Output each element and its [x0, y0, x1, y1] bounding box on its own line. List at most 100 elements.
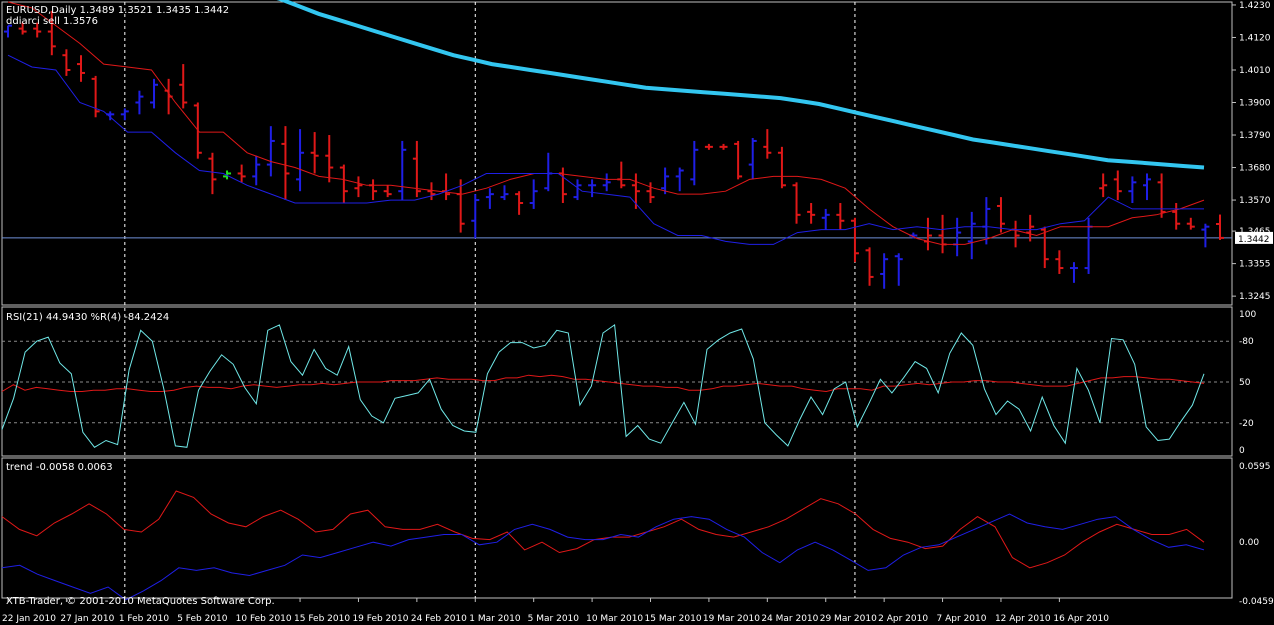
- ohlc-bar[interactable]: [120, 108, 129, 121]
- date-tick-label: 12 Apr 2010: [995, 614, 1051, 624]
- channel-lower-line: [7, 54, 1204, 245]
- ohlc-bar[interactable]: [690, 140, 699, 186]
- price-tick-label: 1.3900: [1239, 99, 1271, 109]
- ohlc-bar[interactable]: [646, 182, 655, 204]
- ohlc-bar[interactable]: [427, 182, 436, 201]
- ohlc-bar[interactable]: [675, 167, 684, 192]
- date-tick-label: 15 Mar 2010: [645, 614, 702, 624]
- ohlc-bar[interactable]: [734, 140, 743, 180]
- ohlc-bar[interactable]: [47, 10, 56, 56]
- ohlc-bar[interactable]: [1172, 203, 1181, 230]
- ohlc-bar[interactable]: [1157, 173, 1166, 218]
- ohlc-bar[interactable]: [4, 24, 12, 38]
- ohlc-bar[interactable]: [865, 247, 874, 286]
- price-tick-label: 1.4230: [1239, 1, 1271, 11]
- ohlc-bar[interactable]: [719, 143, 728, 150]
- williams-r-line: [1, 324, 1205, 448]
- ohlc-bar[interactable]: [880, 253, 889, 289]
- current-price-label: 1.3442: [1238, 235, 1270, 245]
- ohlc-bar[interactable]: [836, 203, 845, 230]
- ohlc-bar[interactable]: [763, 129, 772, 159]
- ohlc-bar[interactable]: [792, 182, 801, 224]
- ohlc-bar[interactable]: [135, 90, 144, 115]
- grid-layer: [1, 1, 1233, 599]
- ohlc-bar[interactable]: [1142, 173, 1151, 201]
- ohlc-bar[interactable]: [1201, 223, 1210, 248]
- ohlc-bar[interactable]: [33, 22, 42, 38]
- ohlc-bar[interactable]: [529, 179, 538, 209]
- ohlc-bar[interactable]: [1069, 262, 1078, 283]
- date-tick-label: 7 Apr 2010: [937, 614, 987, 624]
- ohlc-bar[interactable]: [412, 140, 421, 198]
- ohlc-bar[interactable]: [62, 49, 71, 76]
- ohlc-bar[interactable]: [515, 191, 524, 215]
- rsi-panel[interactable]: [1, 324, 1205, 448]
- date-tick-label: 10 Mar 2010: [586, 614, 643, 624]
- ohlc-bar[interactable]: [807, 203, 816, 224]
- current-price-box: [1235, 231, 1273, 244]
- channel-upper-line: [7, 1, 1205, 245]
- date-tick-label: 16 Apr 2010: [1053, 614, 1109, 624]
- ohlc-bar[interactable]: [179, 64, 188, 109]
- ohlc-bar[interactable]: [1128, 176, 1137, 204]
- ohlc-bar[interactable]: [602, 173, 611, 192]
- ohlc-bar[interactable]: [281, 126, 290, 201]
- price-panel[interactable]: [4, 0, 1224, 289]
- date-tick-label: 5 Mar 2010: [528, 614, 580, 624]
- ohlc-bar[interactable]: [398, 140, 407, 201]
- ohlc-bar[interactable]: [266, 126, 275, 177]
- ohlc-bar[interactable]: [1099, 173, 1108, 198]
- ohlc-bar[interactable]: [500, 185, 509, 201]
- ohlc-bar[interactable]: [1026, 214, 1035, 242]
- date-tick-label: 19 Feb 2010: [352, 614, 408, 624]
- ohlc-bar[interactable]: [77, 55, 86, 82]
- ohlc-bar[interactable]: [631, 173, 640, 209]
- ohlc-bar[interactable]: [573, 179, 582, 201]
- ohlc-bar[interactable]: [1055, 250, 1064, 274]
- ohlc-bar[interactable]: [339, 164, 348, 204]
- price-tick-label: 1.4010: [1239, 66, 1271, 76]
- trend-panel[interactable]: [1, 490, 1205, 601]
- ohlc-bar[interactable]: [1216, 214, 1224, 240]
- rsi-tick-label: 100: [1239, 310, 1256, 320]
- ohlc-bar[interactable]: [310, 132, 319, 174]
- ohlc-bar[interactable]: [91, 75, 100, 118]
- ohlc-bar[interactable]: [1040, 226, 1049, 269]
- indicator-header: ddiarci sell 1.3576: [6, 16, 98, 27]
- ohlc-bar[interactable]: [1186, 217, 1195, 230]
- ohlc-bar[interactable]: [383, 185, 392, 198]
- ohlc-bar[interactable]: [894, 253, 903, 286]
- ohlc-bar[interactable]: [18, 22, 27, 35]
- ohlc-bar[interactable]: [485, 188, 494, 209]
- price-tick-label: 1.3790: [1239, 131, 1271, 141]
- ohlc-bar[interactable]: [967, 211, 976, 260]
- rsi-tick-label: -20: [1239, 419, 1254, 429]
- price-tick-label: 1.3245: [1239, 292, 1271, 302]
- ohlc-bar[interactable]: [588, 179, 597, 198]
- ohlc-bar[interactable]: [1113, 170, 1122, 201]
- ohlc-bar[interactable]: [996, 197, 1005, 233]
- trend-frame: [1, 457, 1233, 599]
- ohlc-bar[interactable]: [821, 208, 830, 230]
- price-tick-label: 1.4120: [1239, 33, 1271, 43]
- date-tick-label: 22 Jan 2010: [2, 614, 56, 624]
- ohlc-bar[interactable]: [296, 129, 305, 192]
- date-tick-label: 1 Feb 2010: [119, 614, 170, 624]
- ohlc-bar[interactable]: [237, 164, 246, 183]
- ohlc-bar[interactable]: [150, 78, 159, 109]
- ohlc-bar[interactable]: [748, 137, 757, 180]
- date-tick-label: 10 Feb 2010: [236, 614, 292, 624]
- date-tick-label: 24 Mar 2010: [761, 614, 818, 624]
- ohlc-bar[interactable]: [777, 146, 786, 189]
- ohlc-bar[interactable]: [252, 155, 261, 186]
- ohlc-bar[interactable]: [471, 194, 480, 239]
- ohlc-bar[interactable]: [325, 135, 334, 183]
- ohlc-bar[interactable]: [850, 217, 859, 263]
- ohlc-bar[interactable]: [661, 167, 670, 195]
- trend-header: trend -0.0058 0.0063: [6, 462, 113, 473]
- ohlc-bar[interactable]: [704, 143, 713, 150]
- ohlc-bar[interactable]: [208, 152, 217, 195]
- ohlc-bar[interactable]: [354, 176, 363, 198]
